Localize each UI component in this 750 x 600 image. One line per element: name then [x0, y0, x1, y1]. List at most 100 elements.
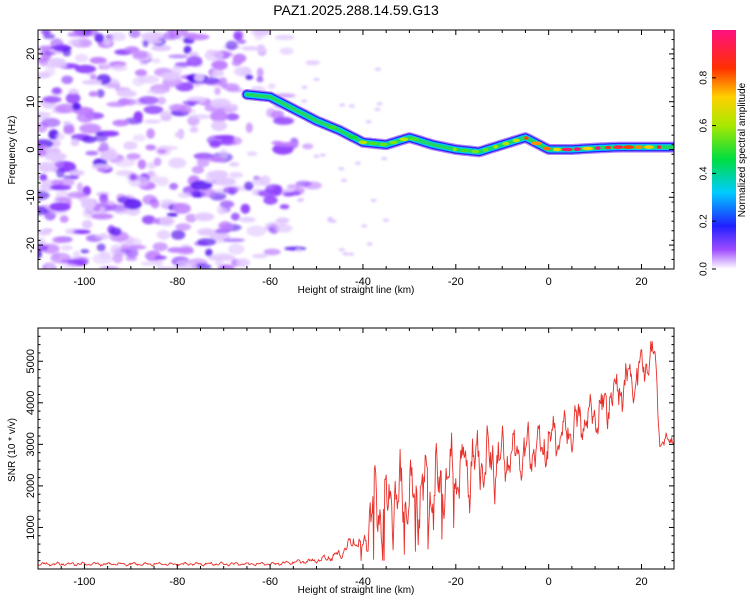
ridge-hotspot [595, 146, 601, 150]
noise-blob [146, 128, 155, 139]
ridge-hotspot [561, 147, 573, 152]
noise-blob [102, 38, 112, 47]
noise-blob [55, 103, 76, 114]
noise-blob [150, 44, 172, 52]
noise-blob [209, 140, 221, 148]
noise-blob [233, 66, 252, 77]
noise-blob [38, 229, 51, 236]
noise-blob [183, 45, 192, 55]
ridge-hotspot [452, 147, 457, 152]
noise-blob [382, 218, 389, 222]
ridge-hotspot [512, 138, 520, 143]
ridge-hotspot [471, 149, 480, 154]
noise-blob [85, 150, 99, 156]
noise-blob [295, 248, 302, 252]
y-tick-label: 4000 [25, 391, 37, 415]
noise-blob [114, 157, 136, 168]
noise-blob [313, 77, 320, 81]
noise-blob [182, 100, 200, 105]
noise-blob [175, 223, 192, 231]
noise-blob [63, 126, 75, 135]
noise-blob [73, 250, 80, 260]
noise-blob [245, 74, 254, 80]
snr-x-axis-label: Height of straight line (km) [298, 585, 415, 596]
noise-blob [112, 119, 129, 127]
noise-blob [120, 244, 129, 251]
noise-blob [74, 64, 97, 74]
noise-blob [259, 175, 271, 187]
noise-blob [177, 192, 193, 198]
noise-blob [170, 104, 186, 113]
noise-blob [41, 30, 51, 35]
noise-blob [340, 178, 347, 182]
noise-blob [38, 237, 46, 246]
noise-blob [230, 212, 240, 221]
noise-blob [38, 149, 47, 157]
noise-blob [76, 182, 83, 193]
colorbar-tick-label: 0.0 [699, 262, 710, 276]
noise-blob [79, 123, 102, 134]
ridge-hotspot [358, 140, 368, 145]
noise-blob [123, 141, 138, 150]
noise-blob [194, 212, 215, 222]
noise-blob [96, 89, 105, 98]
noise-blob [168, 157, 187, 169]
noise-blob [295, 180, 312, 187]
noise-blob [219, 200, 235, 208]
noise-blob [42, 95, 62, 104]
spectrogram-ridge [241, 89, 674, 158]
noise-blob [145, 144, 156, 151]
noise-blob [222, 186, 239, 194]
noise-blob [168, 54, 189, 59]
snr-ticks: -100 -80 -60 -40 -20 0 20 1000 2000 3000 4000 5000 [25, 327, 674, 588]
noise-blob [296, 199, 303, 202]
noise-blob [154, 255, 167, 260]
noise-blob [196, 157, 210, 168]
noise-blob [62, 48, 72, 57]
noise-blob [225, 113, 240, 121]
noise-blob [89, 56, 107, 64]
noise-blob [94, 33, 105, 43]
noise-blob [366, 242, 373, 246]
noise-blob [305, 60, 321, 66]
noise-blob [279, 204, 290, 210]
y-tick-label: -20 [25, 237, 37, 253]
noise-blob [159, 110, 173, 122]
noise-blob [229, 171, 243, 179]
noise-blob [218, 221, 233, 231]
noise-blob [56, 167, 65, 178]
noise-blob [100, 150, 119, 161]
noise-blob [313, 154, 320, 158]
noise-blob [44, 67, 56, 76]
noise-blob [157, 148, 167, 154]
noise-blob [205, 248, 213, 257]
noise-blob [188, 51, 199, 57]
noise-blob [236, 39, 247, 45]
noise-blob [257, 189, 280, 198]
spectrogram-y-axis-label: Frequency (Hz) [7, 116, 18, 185]
noise-blob [245, 122, 253, 133]
noise-blob [110, 244, 122, 255]
noise-blob [73, 229, 91, 235]
noise-blob [229, 104, 238, 110]
noise-blob [338, 248, 345, 252]
noise-blob [81, 220, 93, 229]
noise-blob [263, 195, 278, 205]
ridge-hotspot [530, 141, 543, 146]
noise-blob [38, 58, 50, 63]
noise-blob [289, 191, 302, 196]
noise-blob [132, 134, 146, 142]
noise-blob [67, 191, 88, 199]
noise-blob [111, 64, 128, 72]
noise-blob [46, 63, 68, 68]
snr-plot-area [38, 328, 674, 569]
noise-blob [256, 76, 264, 83]
noise-blob [141, 215, 156, 225]
noise-blob [91, 213, 114, 220]
noise-blob [43, 33, 55, 39]
noise-blob [240, 203, 251, 214]
noise-blob [209, 156, 224, 163]
noise-blob [99, 266, 120, 269]
noise-blob [138, 96, 159, 105]
ridge-hotspot [634, 145, 643, 149]
